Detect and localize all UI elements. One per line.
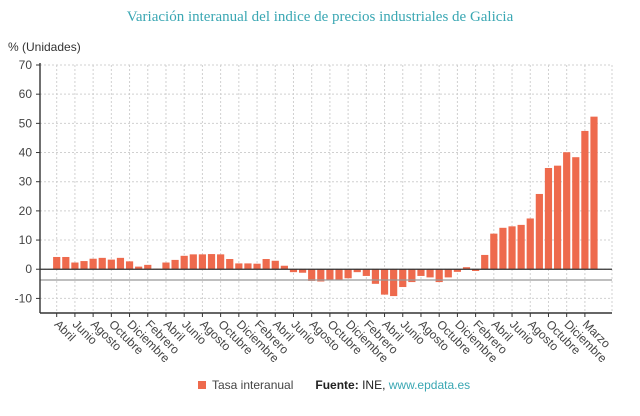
- legend-label: Tasa interanual: [212, 378, 294, 392]
- bar: [189, 254, 197, 270]
- bar: [472, 269, 480, 271]
- bar: [526, 218, 534, 270]
- bar: [107, 259, 115, 270]
- legend: Tasa interanual Fuente: INE, www.epdata.…: [198, 378, 470, 392]
- bar: [435, 269, 443, 283]
- bar: [244, 263, 252, 270]
- bar: [380, 269, 389, 295]
- bar: [217, 254, 225, 270]
- bar: [353, 269, 361, 273]
- bar: [481, 254, 489, 270]
- bar: [125, 261, 134, 270]
- bar: [98, 257, 106, 270]
- bar: [53, 256, 61, 270]
- bar: [426, 269, 434, 278]
- y-tick-label: 50: [19, 116, 33, 130]
- bar: [253, 263, 261, 270]
- bar: [508, 226, 516, 270]
- legend-swatch: [198, 381, 206, 389]
- bar: [362, 269, 370, 276]
- bar: [298, 269, 307, 273]
- bar: [572, 157, 580, 270]
- bar: [335, 269, 343, 281]
- bar: [499, 227, 507, 270]
- bar: [444, 269, 452, 278]
- bar: [408, 269, 416, 283]
- bar: [144, 264, 152, 270]
- bar: [180, 255, 188, 270]
- bar: [62, 256, 70, 270]
- bar: [544, 167, 553, 270]
- bar: [80, 261, 88, 270]
- bar: [162, 262, 170, 270]
- bar: [198, 254, 207, 270]
- bar: [535, 193, 543, 270]
- bar: [453, 269, 461, 272]
- bar: [271, 260, 279, 270]
- bar: [171, 259, 179, 270]
- bar: [207, 254, 216, 270]
- bar: [390, 269, 398, 297]
- bar: [317, 269, 325, 282]
- bar: [326, 269, 334, 281]
- source: Fuente: INE, www.epdata.es: [315, 378, 470, 392]
- bar: [399, 269, 407, 288]
- source-text: INE,: [358, 378, 389, 392]
- y-tick-label: 30: [19, 175, 33, 189]
- bar: [581, 130, 589, 270]
- y-tick-label: -10: [15, 291, 33, 305]
- bar: [89, 258, 97, 270]
- bar: [262, 259, 270, 270]
- bar: [462, 267, 471, 270]
- bar: [71, 262, 79, 270]
- y-tick-label: 0: [25, 262, 32, 276]
- bar: [135, 266, 143, 270]
- y-axis-label: % (Unidades): [8, 40, 81, 54]
- bar: [116, 257, 125, 270]
- bar: [590, 116, 598, 270]
- y-tick-label: 70: [19, 58, 33, 72]
- y-tick-label: 60: [19, 87, 33, 101]
- bar: [371, 269, 380, 284]
- bar: [235, 263, 243, 270]
- bar: [289, 269, 298, 273]
- bar: [563, 152, 571, 270]
- y-tick-label: 20: [19, 204, 33, 218]
- source-label: Fuente:: [315, 378, 359, 392]
- bar: [490, 233, 498, 270]
- source-link[interactable]: www.epdata.es: [388, 378, 471, 392]
- y-tick-label: 10: [19, 233, 33, 247]
- bar: [417, 269, 425, 276]
- y-tick-label: 40: [19, 146, 33, 160]
- bar: [517, 224, 525, 270]
- bar: [226, 259, 234, 270]
- bar: [553, 165, 562, 270]
- bar: [308, 269, 316, 281]
- bar: [280, 265, 288, 270]
- bar: [344, 269, 352, 279]
- chart-title: Variación interanual del indice de preci…: [126, 9, 514, 25]
